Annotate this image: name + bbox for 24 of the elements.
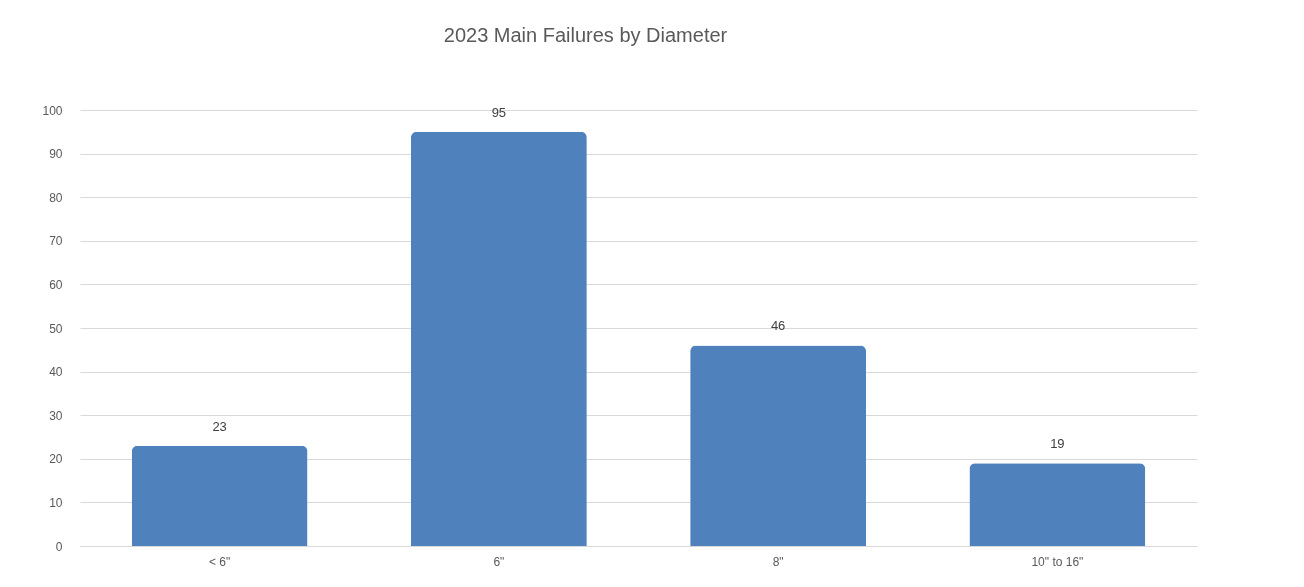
data-label: 23 (212, 418, 227, 434)
bar (410, 131, 587, 546)
y-tick-label: 50 (49, 321, 63, 336)
x-tick-label: 10" to 16" (1031, 554, 1084, 569)
y-tick-label: 10 (49, 495, 63, 510)
bar (131, 445, 308, 546)
y-tick-label: 0 (55, 539, 63, 554)
data-label: 46 (770, 318, 786, 334)
y-tick-label: 30 (49, 408, 63, 423)
data-label: 19 (1050, 436, 1065, 452)
x-tick-label: < 6" (208, 554, 231, 569)
y-tick-label: 90 (49, 147, 63, 162)
bar (690, 345, 867, 546)
y-tick-label: 70 (49, 234, 63, 249)
y-tick-label: 80 (49, 190, 63, 205)
y-tick-label: 100 (42, 103, 63, 118)
x-tick-label: 8" (772, 554, 784, 569)
data-label: 95 (491, 104, 507, 120)
bar (969, 463, 1146, 546)
x-tick-label: 6" (493, 554, 505, 569)
y-tick-label: 20 (49, 452, 63, 467)
chart-title: 2023 Main Failures by Diameter (443, 24, 728, 46)
y-tick-label: 60 (49, 277, 63, 292)
y-tick-label: 40 (49, 365, 63, 380)
